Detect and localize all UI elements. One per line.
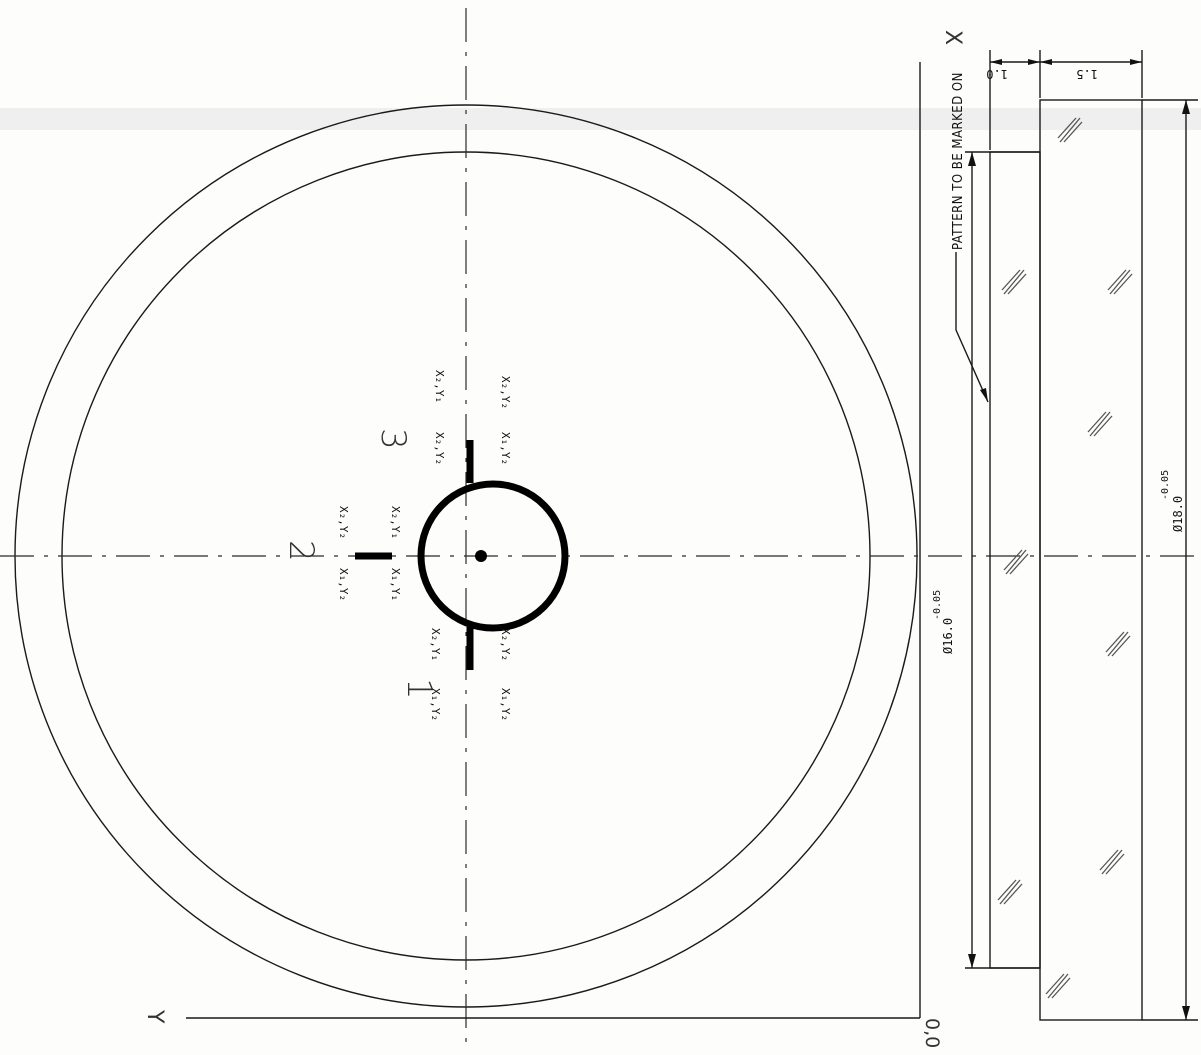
origin-label: 0,0 <box>921 1018 943 1048</box>
arrowhead <box>1028 59 1040 65</box>
note-leader-line <box>955 252 989 403</box>
total-height-value: 1.5 <box>1076 67 1098 81</box>
outer-diameter-tolerance: -0.05 <box>1160 470 1171 500</box>
arrowhead <box>1130 59 1142 65</box>
y-axis-label: Y <box>142 1009 167 1024</box>
x-axis-label: X <box>940 30 965 45</box>
pattern-number-3: 3 <box>373 428 413 450</box>
base-section <box>1039 99 1143 1021</box>
coord-label: X₂,Y₂ <box>337 506 350 539</box>
arrowhead <box>968 954 976 968</box>
pattern-number-2: 2 <box>281 540 321 562</box>
scan-artifact <box>0 108 1201 130</box>
coord-label: X₂,Y₁ <box>429 628 442 661</box>
section-hatching <box>997 117 1133 999</box>
arrowhead <box>1182 1006 1190 1020</box>
coord-label: X₂,Y₂ <box>499 628 512 661</box>
coord-label: X₁,Y₂ <box>337 568 350 601</box>
arrowhead <box>968 152 976 166</box>
raised-section <box>989 151 1041 969</box>
coord-label: X₂,Y₁ <box>389 506 402 539</box>
pattern-note: PATTERN TO BE MARKED ON <box>951 72 966 250</box>
inner-diameter-value: Ø16.0 <box>941 618 955 654</box>
coord-label: X₁,Y₂ <box>429 688 442 721</box>
coord-label: X₂,Y₁ <box>433 370 446 403</box>
center-marker-circle <box>417 480 569 632</box>
arrowhead <box>990 59 1002 65</box>
coord-label: X₂,Y₂ <box>499 376 512 409</box>
arrowhead <box>1182 100 1190 114</box>
inner-diameter-tolerance: -0.05 <box>932 590 943 620</box>
arrowhead <box>1040 59 1052 65</box>
arrowhead <box>980 388 988 402</box>
coord-label: X₁,Y₁ <box>389 568 402 601</box>
center-dot <box>475 550 487 562</box>
outer-diameter-value: Ø18.0 <box>1171 496 1185 532</box>
coord-label: X₁,Y₂ <box>499 432 512 465</box>
step-height-value: 1.0 <box>986 67 1008 81</box>
coord-label: X₁,Y₂ <box>499 688 512 721</box>
pattern-number-1: 1 <box>399 678 439 700</box>
coord-label: X₂,Y₂ <box>433 432 446 465</box>
